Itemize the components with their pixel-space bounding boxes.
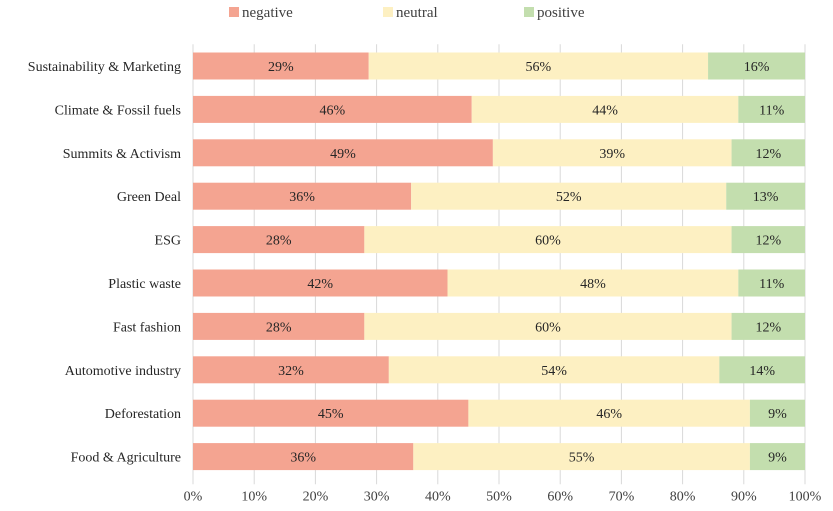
x-tick-label: 0% [184,489,203,504]
bar-segment-negative [193,226,365,254]
x-tick-label: 50% [486,489,512,504]
category-label: Green Deal [117,190,181,205]
x-tick-label: 30% [364,489,390,504]
bar-segment-positive [719,356,805,384]
legend-swatch-negative [229,7,239,17]
x-axis-ticks: 0% 10% 20% 30% 40% 50% 60% 70% 80% 90% 100% [184,489,822,504]
bar-segment-positive [708,52,805,80]
data-label: 42% [307,277,333,292]
x-tick-label: 70% [609,489,635,504]
bar-segment-negative [193,139,493,167]
data-label: 60% [535,234,561,249]
data-label: 49% [330,147,356,162]
category-label: Food & Agriculture [71,451,181,466]
bar-segment-neutral [447,269,739,297]
category-label: Summits & Activism [63,147,181,162]
data-label: 36% [290,451,316,466]
bar-segment-negative [193,182,412,210]
data-label: 11% [759,277,784,292]
category-label: Deforestation [105,407,181,422]
data-label: 14% [749,364,775,379]
legend-label: positive [537,5,585,21]
bar-segment-positive [749,443,805,471]
category-label: ESG [155,234,181,249]
bar-segment-negative [193,95,472,123]
data-label: 12% [755,147,781,162]
x-tick-label: 20% [303,489,329,504]
category-label: Climate & Fossil fuels [55,103,181,118]
legend-swatch-neutral [383,7,393,17]
data-label: 44% [592,103,618,118]
bar-segment-positive [731,226,805,254]
data-label: 16% [744,60,770,75]
legend-swatch-positive [524,7,534,17]
legend-label: negative [242,5,293,21]
data-label: 9% [768,451,787,466]
bar-segment-neutral [413,443,750,471]
bar-segment-neutral [364,312,732,340]
data-label: 56% [526,60,552,75]
bar-segment-negative [193,52,369,80]
data-label: 46% [596,407,622,422]
x-tick-label: 80% [670,489,696,504]
bar-segment-neutral [492,139,732,167]
x-tick-label: 10% [241,489,267,504]
x-tick-label: 100% [789,489,822,504]
data-label: 60% [535,320,561,335]
data-label: 29% [268,60,294,75]
data-label: 48% [580,277,606,292]
data-label: 54% [541,364,567,379]
bar-segment-neutral [368,52,709,80]
bar-segment-negative [193,269,448,297]
data-label: 12% [755,320,781,335]
category-label: Plastic waste [108,277,181,292]
bar-segment-positive [738,269,805,297]
data-label: 32% [278,364,304,379]
bar-segment-positive [731,139,805,167]
bar-segment-positive [749,399,805,427]
bar-segment-neutral [364,226,732,254]
category-label: Fast fashion [113,320,181,335]
data-label: 46% [320,103,346,118]
category-labels: Sustainability & Marketing Climate & Foss… [28,60,181,466]
data-label: 9% [768,407,787,422]
data-label: 13% [753,190,779,205]
bar-segment-neutral [468,399,750,427]
data-label: 36% [289,190,315,205]
bar-segment-neutral [411,182,727,210]
bar-segment-negative [193,399,469,427]
x-tick-label: 60% [547,489,573,504]
x-tick-label: 90% [731,489,757,504]
data-label: 11% [759,103,784,118]
legend-label: neutral [396,5,438,21]
data-label: 28% [266,320,292,335]
x-tick-label: 40% [425,489,451,504]
bars: 29% 56% 16% 46% 44% 11% 49% 39% 12% 36% 52% 13% 28% 6… [193,52,805,471]
data-label: 28% [266,234,292,249]
bar-segment-positive [731,312,805,340]
category-label: Automotive industry [65,364,181,379]
category-label: Sustainability & Marketing [28,60,181,75]
bar-segment-negative [193,443,414,471]
bar-segment-neutral [471,95,739,123]
data-label: 12% [755,234,781,249]
data-label: 39% [599,147,625,162]
bar-segment-positive [738,95,805,123]
bar-segment-positive [726,182,805,210]
legend: negative neutral positive [229,5,585,21]
bar-segment-negative [193,312,365,340]
data-label: 45% [318,407,344,422]
data-label: 55% [569,451,595,466]
data-label: 52% [556,190,582,205]
bar-segment-neutral [388,356,720,384]
bar-segment-negative [193,356,389,384]
